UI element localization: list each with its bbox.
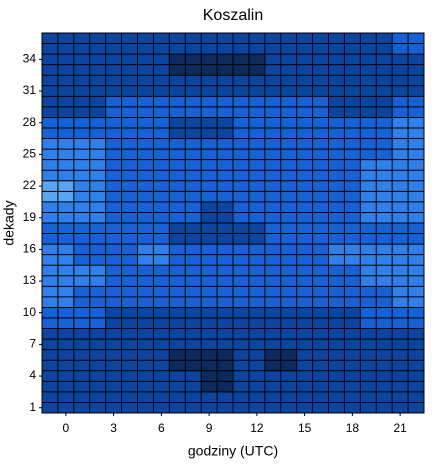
y-tick-label: 13	[23, 273, 37, 287]
y-axis-label: dekady	[1, 200, 17, 245]
y-tick-label: 1	[29, 400, 36, 414]
x-tick-label: 0	[63, 421, 70, 435]
x-tick-label: 9	[206, 421, 213, 435]
y-tick-label: 7	[29, 337, 36, 351]
chart-title: Koszalin	[203, 7, 263, 24]
y-tick-label: 22	[23, 178, 37, 192]
x-tick-label: 6	[158, 421, 165, 435]
x-tick-label: 21	[393, 421, 407, 435]
x-tick-label: 18	[346, 421, 360, 435]
x-axis-label: godziny (UTC)	[188, 443, 278, 459]
y-tick-label: 16	[23, 242, 37, 256]
y-tick-label: 28	[23, 115, 37, 129]
y-tick-label: 10	[23, 305, 37, 319]
plot-frame	[41, 32, 425, 414]
y-tick-label: 31	[23, 83, 37, 97]
y-tick-label: 4	[29, 368, 36, 382]
y-tick-label: 34	[23, 52, 37, 66]
x-tick-label: 12	[250, 421, 264, 435]
x-tick-label: 3	[110, 421, 117, 435]
x-tick-label: 15	[298, 421, 312, 435]
y-tick-label: 25	[23, 147, 37, 161]
y-tick-label: 19	[23, 210, 37, 224]
